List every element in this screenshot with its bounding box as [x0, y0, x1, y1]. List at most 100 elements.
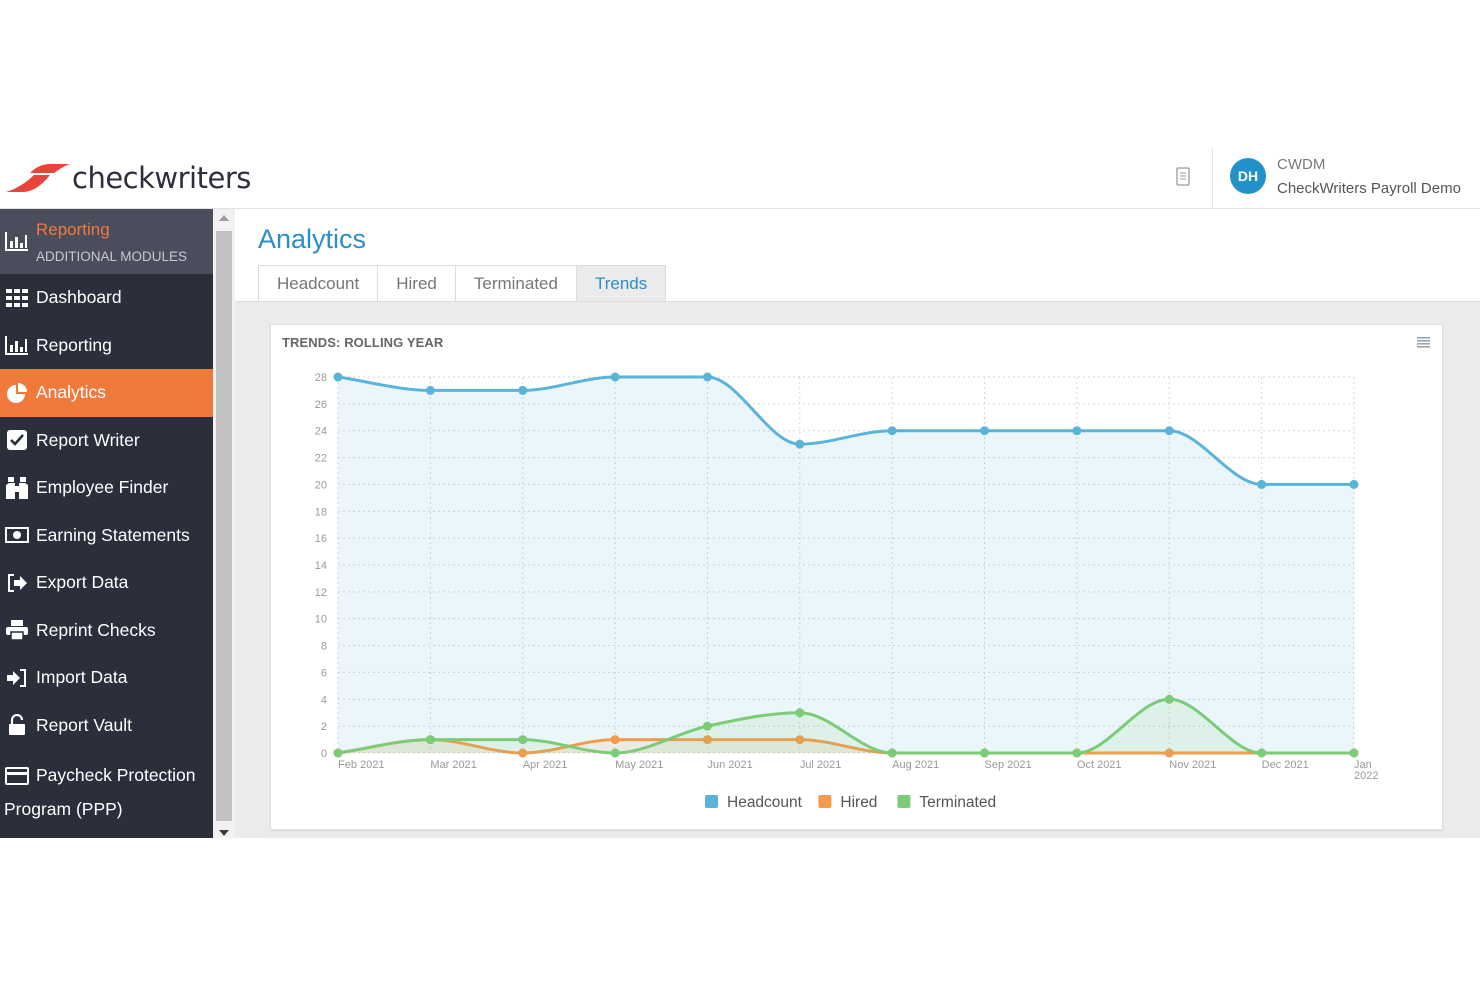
checkbox-icon — [5, 429, 29, 451]
sidebar-item-label: Paycheck Protection — [36, 765, 196, 785]
unlock-icon — [5, 714, 29, 736]
chart-title: TRENDS: ROLLING YEAR — [282, 335, 444, 350]
top-header: checkwriters DH CWDM CheckWriters Payrol… — [0, 148, 1480, 209]
scroll-down-arrow-icon[interactable] — [219, 830, 229, 836]
legend-swatch-terminated — [897, 795, 911, 808]
data-point-headcount — [980, 426, 990, 436]
sidebar-item-ppp[interactable]: Paycheck Protection Program (PPP) — [0, 749, 213, 821]
module-switcher[interactable]: Reporting ADDITIONAL MODULES — [0, 209, 213, 274]
x-tick-label: Nov 2021 — [1169, 759, 1216, 771]
money-icon — [5, 524, 29, 546]
data-point-headcount — [702, 372, 712, 382]
data-point-terminated — [887, 748, 897, 758]
checkwriters-logo[interactable]: checkwriters — [4, 158, 251, 198]
x-tick-label: Sep 2021 — [985, 759, 1032, 771]
page-header: Analytics Headcount Hired Terminated Tre… — [235, 209, 1480, 302]
x-tick-label: Dec 2021 — [1262, 759, 1309, 771]
data-point-headcount — [795, 439, 805, 449]
sidebar-item-dashboard[interactable]: Dashboard — [0, 274, 213, 322]
sidebar-item-label: Analytics — [36, 382, 107, 403]
sidebar-item-report-writer[interactable]: Report Writer — [0, 417, 213, 465]
legend-label-headcount: Headcount — [727, 794, 803, 811]
data-point-headcount — [610, 372, 620, 382]
data-point-hired — [610, 735, 620, 745]
data-point-headcount — [1072, 426, 1082, 436]
sidebar-item-label: Reprint Checks — [36, 619, 156, 640]
main-content: Analytics Headcount Hired Terminated Tre… — [235, 209, 1480, 838]
logo-text: checkwriters — [72, 161, 251, 195]
y-tick-label: 24 — [315, 426, 327, 438]
bar-chart-icon — [5, 232, 28, 251]
scrollbar-thumb[interactable] — [216, 231, 232, 821]
sidebar-item-import-data[interactable]: Import Data — [0, 654, 213, 702]
header-divider — [1212, 148, 1213, 208]
module-subtitle: ADDITIONAL MODULES — [36, 249, 188, 264]
x-tick-label: Jul 2021 — [800, 759, 842, 771]
data-point-headcount — [333, 372, 343, 382]
x-tick-label: Jun 2021 — [707, 759, 752, 771]
y-tick-label: 2 — [321, 721, 327, 733]
sidebar-item-reprint-checks[interactable]: Reprint Checks — [0, 607, 213, 655]
sidebar-item-export-data[interactable]: Export Data — [0, 559, 213, 607]
sidebar-item-label: Reporting — [36, 334, 112, 355]
data-point-headcount — [1257, 479, 1267, 489]
data-point-hired — [795, 735, 805, 745]
printer-icon — [5, 619, 29, 641]
chart-card: TRENDS: ROLLING YEAR 0 2 4 6 8 10 12 14 16 18 20 22… — [270, 324, 1443, 830]
data-point-terminated — [333, 748, 343, 758]
sidebar-item-report-vault[interactable]: Report Vault — [0, 702, 213, 750]
sidebar-item-reporting[interactable]: Reporting — [0, 322, 213, 370]
sidebar-item-label: Earning Statements — [36, 524, 190, 545]
tab-headcount[interactable]: Headcount — [258, 265, 379, 301]
account-code: CWDM — [1277, 156, 1326, 173]
y-tick-label: 16 — [315, 533, 327, 545]
x-tick-label: Oct 2021 — [1077, 759, 1122, 771]
sidebar-item-analytics[interactable]: Analytics — [0, 369, 213, 417]
tab-trends[interactable]: Trends — [575, 265, 667, 301]
sidebar-item-earning-statements[interactable]: Earning Statements — [0, 512, 213, 560]
data-point-terminated — [1257, 748, 1267, 758]
x-tick-label: Aug 2021 — [892, 759, 939, 771]
sidebar-item-label: Export Data — [36, 572, 129, 593]
data-point-terminated — [1349, 748, 1359, 758]
document-icon[interactable] — [1174, 166, 1192, 188]
logo-mark-icon — [6, 164, 70, 192]
data-point-terminated — [610, 748, 620, 758]
data-point-terminated — [518, 735, 528, 745]
menu-icon[interactable] — [1417, 337, 1430, 348]
sidebar-scrollbar[interactable] — [213, 209, 235, 838]
y-tick-label: 22 — [315, 453, 327, 465]
data-point-terminated — [702, 721, 712, 731]
x-tick-label: Feb 2021 — [338, 759, 384, 771]
page-title: Analytics — [258, 224, 367, 254]
data-point-terminated — [425, 735, 435, 745]
export-icon — [5, 572, 29, 594]
sidebar-item-label: Report Vault — [36, 714, 132, 735]
avatar[interactable]: DH — [1230, 158, 1266, 194]
data-point-terminated — [1072, 748, 1082, 758]
sidebar-item-employee-finder[interactable]: Employee Finder — [0, 464, 213, 512]
account-name[interactable]: CheckWriters Payroll Demo — [1277, 180, 1461, 197]
y-tick-label: 0 — [321, 748, 327, 760]
scroll-up-arrow-icon[interactable] — [219, 215, 229, 221]
series-area-terminated — [338, 699, 1354, 753]
tab-hired[interactable]: Hired — [377, 265, 456, 301]
tab-terminated[interactable]: Terminated — [454, 265, 577, 301]
y-tick-label: 8 — [321, 641, 327, 653]
y-tick-label: 14 — [315, 560, 327, 572]
data-point-terminated — [795, 708, 805, 718]
x-tick-label-year: 2022 — [1354, 770, 1378, 782]
y-tick-label: 4 — [321, 694, 327, 706]
y-tick-label: 12 — [315, 587, 327, 599]
y-tick-label: 26 — [315, 399, 327, 411]
sidebar-item-label: Import Data — [36, 667, 128, 688]
x-tick-label: Mar 2021 — [430, 759, 476, 771]
y-tick-label: 28 — [315, 372, 327, 384]
credit-card-icon — [5, 765, 29, 787]
data-point-headcount — [518, 385, 528, 395]
data-point-hired — [702, 735, 712, 745]
legend-swatch-headcount — [705, 795, 718, 808]
data-point-terminated — [1164, 694, 1174, 704]
tab-bar: Headcount Hired Terminated Trends — [258, 265, 667, 301]
